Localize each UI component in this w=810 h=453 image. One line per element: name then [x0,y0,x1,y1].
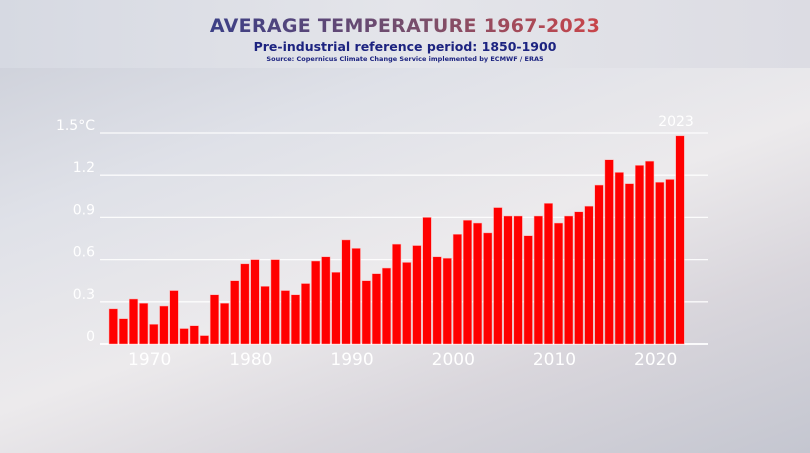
bar-1985 [290,294,301,345]
bar-2001 [452,234,462,345]
y-tick-label: 1.2 [73,160,95,176]
bar-2020 [645,160,655,345]
bar-1990 [341,239,351,345]
bar-1984 [280,290,290,345]
bar-2005 [493,207,503,345]
y-tick-label: 0.6 [73,245,95,261]
x-tick-label: 1970 [128,350,171,370]
bar-1967 [108,308,118,345]
bar-1989 [331,272,341,345]
bar-1975 [189,325,199,345]
bar-2010 [543,203,554,345]
bar-2019 [634,165,645,345]
bar-2023 [675,135,685,345]
bar-1983 [270,259,280,345]
bar-2000 [442,257,452,345]
bar-2011 [554,222,564,345]
bar-1970 [139,302,149,345]
bar-2008 [523,235,533,345]
bar-1976 [199,335,209,345]
bar-2014 [584,205,594,345]
bar-1993 [371,273,381,345]
y-tick-label: 1.5°C [56,118,95,134]
bar-1998 [422,217,432,345]
bar-2007 [513,215,523,345]
bar-1986 [301,283,311,345]
y-tick-label: 0.9 [73,202,95,218]
bar-1999 [432,256,442,345]
bar-1994 [381,267,392,345]
x-tick-label: 1980 [229,350,272,370]
bar-2012 [564,215,574,345]
bar-1973 [169,290,179,345]
x-tick-label: 2020 [634,350,677,370]
y-tick-label: 0 [86,329,95,345]
bar-1969 [128,298,139,345]
chart-header: AVERAGE TEMPERATURE 1967-2023 Pre-indust… [0,0,810,68]
bar-2009 [533,215,543,345]
chart-source: Source: Copernicus Climate Change Servic… [266,55,544,63]
bar-1988 [321,256,331,345]
chart-title: AVERAGE TEMPERATURE 1967-2023 [209,15,601,37]
bar-1979 [230,280,240,345]
bar-1971 [149,324,159,345]
bar-2003 [473,222,483,345]
bar-1980 [240,263,250,345]
bar-2004 [483,232,493,345]
bar-2017 [614,172,624,345]
bar-1972 [159,305,169,345]
bar-2022 [665,179,675,345]
y-tick-label: 0.3 [73,287,95,303]
bar-2006 [503,215,513,345]
bar-2013 [574,211,584,345]
chart-subtitle: Pre-industrial reference period: 1850-19… [253,39,557,54]
bar-2002 [462,219,473,345]
annotation-label: 2023 [658,114,694,130]
bar-1982 [260,286,270,345]
x-tick-label: 2010 [533,350,576,370]
bar-2015 [594,184,604,345]
x-tick-label: 1990 [330,350,373,370]
bar-1968 [118,318,128,345]
bar-1977 [209,294,220,345]
bar-1992 [361,280,371,345]
bar-1997 [412,245,422,345]
bar-1987 [311,260,321,345]
bar-1978 [220,302,230,345]
bar-1974 [179,328,189,345]
bar-1981 [250,259,260,345]
bar-1995 [392,243,402,345]
bar-2018 [624,183,634,345]
bar-1991 [351,248,361,345]
bar-2016 [604,159,614,345]
bar-2021 [655,181,665,345]
bar-1996 [402,262,412,345]
x-tick-label: 2000 [432,350,475,370]
